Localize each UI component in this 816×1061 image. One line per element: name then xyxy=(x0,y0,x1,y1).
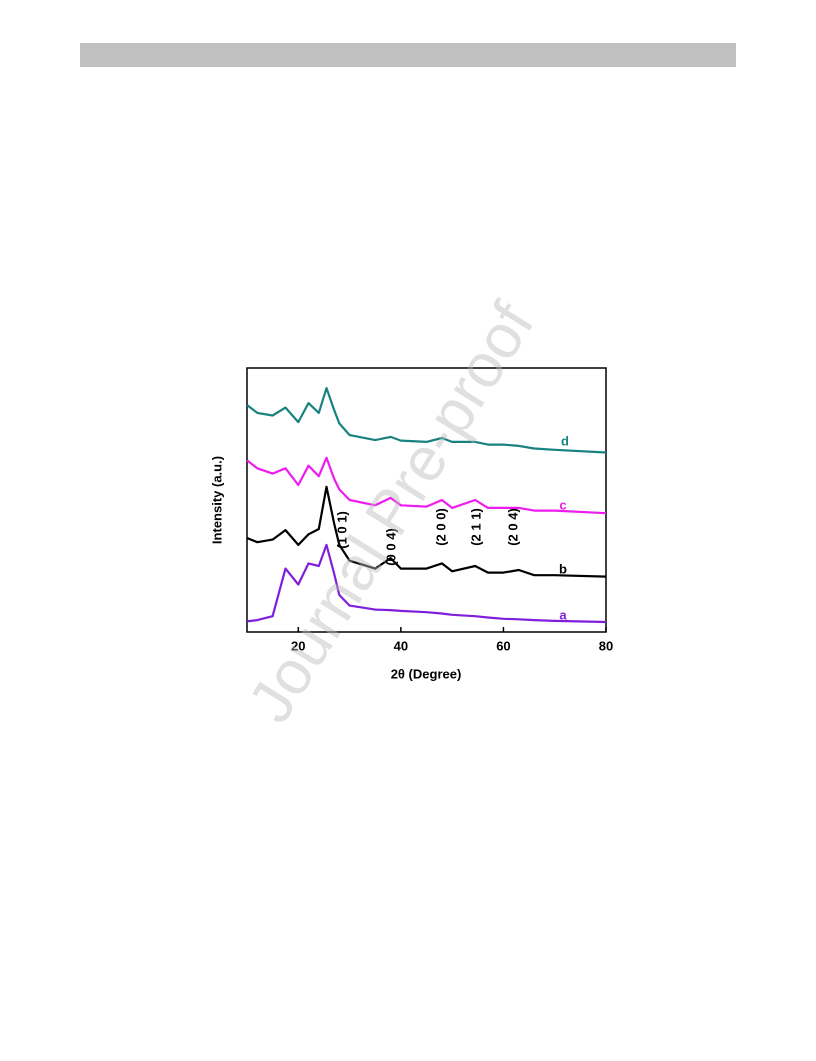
series-label: d xyxy=(561,433,569,448)
series-label: c xyxy=(559,497,566,512)
peak-annotation: (1 0 1) xyxy=(334,511,349,549)
peak-annotation: (2 1 1) xyxy=(468,508,483,546)
xrd-curve xyxy=(246,543,607,624)
x-axis-label: 2θ (Degree) xyxy=(391,666,462,681)
xrd-curve xyxy=(246,485,607,578)
header-bar xyxy=(80,43,736,67)
series-label: a xyxy=(559,607,567,622)
xrd-curve xyxy=(246,387,607,454)
y-axis-label: Intensity (a.u.) xyxy=(209,456,224,544)
xrd-curve xyxy=(246,456,607,515)
peak-annotation: (2 0 0) xyxy=(433,508,448,546)
peak-annotation: (2 0 4) xyxy=(505,508,520,546)
series-label: b xyxy=(559,561,567,576)
x-tick-label: 40 xyxy=(394,638,408,653)
plot-frame xyxy=(246,367,607,633)
x-tick-label: 20 xyxy=(291,638,305,653)
x-tick-label: 60 xyxy=(496,638,510,653)
x-tick-label: 80 xyxy=(599,638,613,653)
peak-annotation: (0 0 4) xyxy=(383,528,398,566)
